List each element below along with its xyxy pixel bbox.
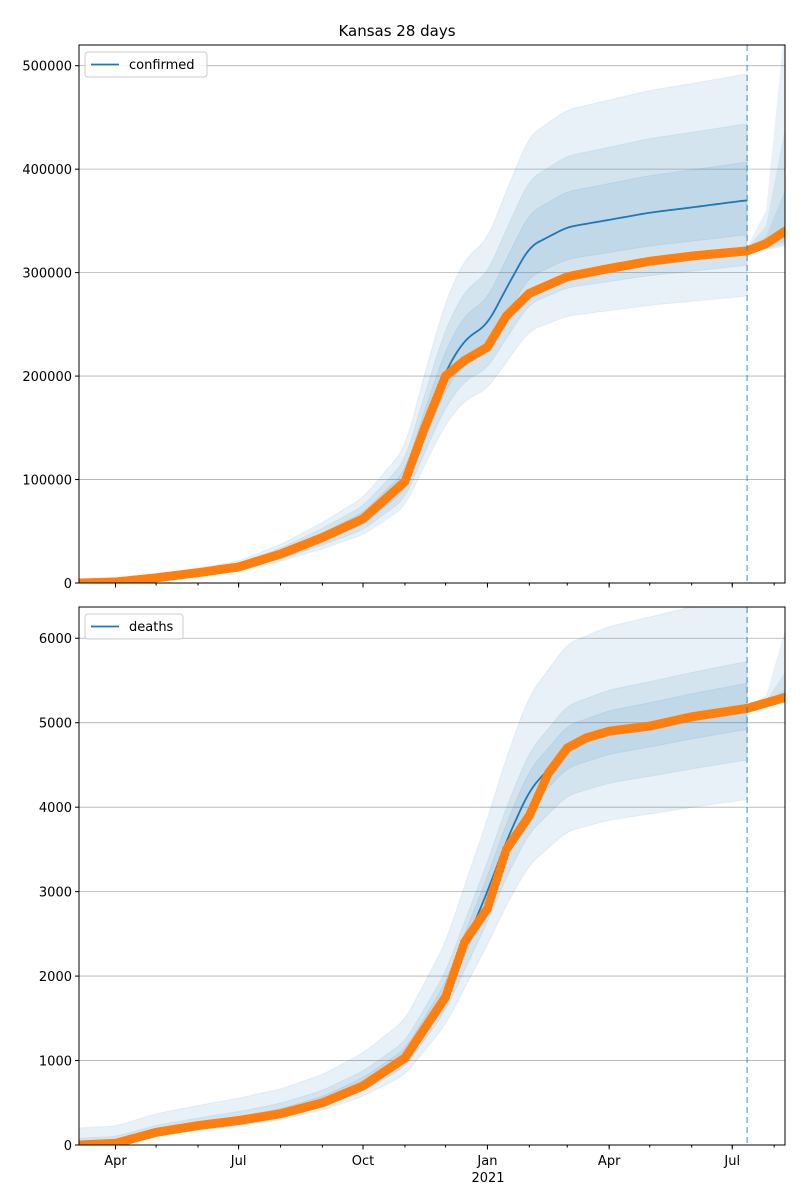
legend-box bbox=[84, 613, 184, 640]
forecast-band bbox=[747, 45, 785, 252]
chart-title: Kansas 28 days bbox=[338, 22, 455, 40]
x-tick-label: Jul bbox=[723, 1154, 740, 1169]
confirmed-panel: 0 100000 200000 300000 400000 500000 confirmed bbox=[22, 44, 786, 592]
axes-frame bbox=[78, 606, 786, 1146]
legend-label: deaths bbox=[129, 620, 174, 635]
y-tick-label: 0 bbox=[64, 577, 72, 592]
legend-box bbox=[84, 51, 208, 78]
uncertainty-band bbox=[79, 161, 748, 583]
plot-area bbox=[79, 45, 785, 583]
y-tick-label: 5000 bbox=[39, 717, 72, 732]
y-tick-label: 4000 bbox=[39, 801, 72, 816]
x-tick-label: Apr bbox=[104, 1154, 127, 1169]
x-year-label: 2021 bbox=[471, 1171, 504, 1186]
y-tick-label: 2000 bbox=[39, 970, 72, 985]
observed-point bbox=[780, 692, 785, 702]
x-tick-label: Oct bbox=[352, 1154, 374, 1169]
x-tick-label: Apr bbox=[598, 1154, 621, 1169]
uncertainty-band bbox=[79, 607, 748, 1145]
deaths-panel: 0 1000 2000 3000 4000 5000 6000 Apr Jul Oct Jan Apr… bbox=[39, 606, 786, 1169]
y-tick-label: 500000 bbox=[22, 60, 72, 75]
y-tick-label: 300000 bbox=[22, 267, 72, 282]
legend-label: confirmed bbox=[129, 58, 195, 73]
y-tick-label: 400000 bbox=[22, 163, 72, 178]
forecast-band bbox=[747, 629, 785, 709]
x-tick-label: Jul bbox=[230, 1154, 247, 1169]
plot-area bbox=[79, 607, 785, 1145]
y-tick-label: 200000 bbox=[22, 370, 72, 385]
observed-point bbox=[780, 226, 785, 236]
forecast-band bbox=[747, 127, 785, 252]
axes-frame bbox=[78, 44, 786, 584]
x-tick-label: Jan bbox=[476, 1154, 497, 1169]
y-tick-label: 6000 bbox=[39, 632, 72, 647]
y-tick-label: 3000 bbox=[39, 886, 72, 901]
y-tick-label: 0 bbox=[64, 1139, 72, 1154]
y-tick-label: 1000 bbox=[39, 1055, 72, 1070]
y-tick-label: 100000 bbox=[22, 474, 72, 489]
